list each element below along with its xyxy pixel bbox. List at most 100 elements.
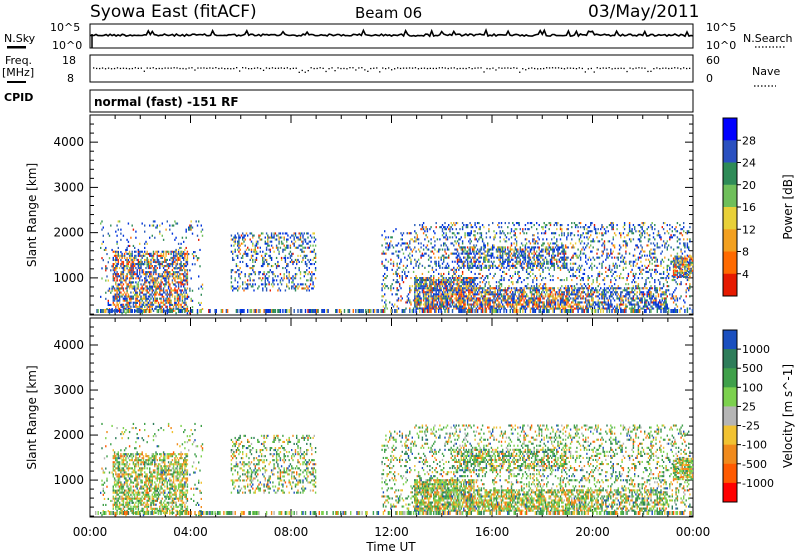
freq-point — [617, 67, 619, 70]
echo-cell — [151, 285, 153, 288]
echo-cell — [493, 238, 495, 241]
echo-cell — [443, 291, 445, 294]
echo-cell — [291, 287, 293, 290]
echo-cell — [448, 272, 450, 275]
echo-cell — [655, 303, 657, 306]
echo-cell — [254, 271, 256, 274]
echo-cell — [238, 240, 240, 243]
echo-cell — [451, 301, 454, 304]
echo-cell — [469, 264, 471, 267]
echo-cell — [117, 275, 119, 278]
echo-cell — [517, 270, 519, 273]
echo-cell — [416, 283, 418, 286]
echo-cell — [166, 258, 168, 261]
echo-cell — [454, 277, 456, 280]
echo-cell — [311, 250, 313, 253]
echo-cell — [441, 293, 444, 296]
echo-cell — [117, 289, 119, 292]
echo-cell — [530, 268, 533, 271]
echo-cell — [621, 277, 623, 280]
echo-cell — [112, 267, 114, 270]
echo-cell — [265, 283, 268, 286]
echo-cell — [468, 295, 470, 298]
echo-cell — [465, 289, 467, 292]
echo-cell — [159, 287, 161, 290]
echo-cell — [441, 230, 444, 233]
echo-cell — [434, 240, 436, 243]
echo-cell — [483, 299, 485, 302]
echo-cell — [152, 283, 155, 286]
echo-cell — [146, 299, 148, 302]
echo-cell — [473, 297, 475, 300]
echo-cell — [524, 285, 527, 288]
echo-cell — [544, 293, 547, 296]
echo-cell — [170, 289, 172, 292]
echo-cell — [249, 273, 251, 276]
freq-point — [426, 67, 429, 70]
echo-cell — [572, 256, 574, 259]
echo-cell — [132, 291, 135, 294]
echo-cell — [490, 248, 493, 251]
freq-point — [343, 67, 345, 70]
echo-cell — [601, 254, 603, 257]
echo-cell — [436, 285, 439, 288]
echo-cell — [171, 269, 174, 272]
echo-cell — [130, 267, 132, 270]
echo-cell — [184, 265, 186, 268]
echo-cell — [548, 244, 550, 247]
echo-cell — [416, 301, 418, 304]
echo-cell — [304, 283, 307, 286]
echo-cell — [125, 265, 127, 268]
echo-cell — [554, 303, 557, 306]
echo-cell — [135, 254, 137, 257]
echo-cell — [578, 268, 581, 271]
echo-cell — [199, 265, 201, 268]
echo-cell — [632, 238, 635, 241]
echo-cell — [126, 289, 128, 292]
echo-cell — [417, 295, 420, 298]
echo-cell — [280, 240, 283, 243]
freq-point — [277, 67, 280, 69]
echo-cell — [164, 285, 166, 288]
echo-cell — [414, 258, 416, 261]
echo-cell — [307, 246, 309, 249]
echo-cell — [634, 254, 636, 257]
echo-cell — [112, 297, 114, 300]
echo-cell — [142, 297, 145, 300]
echo-cell — [425, 287, 427, 290]
echo-cell — [426, 303, 429, 306]
echo-cell — [397, 272, 400, 275]
echo-cell — [199, 303, 201, 306]
echo-cell — [194, 251, 196, 254]
echo-cell — [412, 307, 415, 310]
echo-cell — [145, 275, 147, 278]
echo-cell — [239, 267, 241, 270]
echo-cell — [566, 277, 568, 280]
freq-point — [408, 67, 411, 69]
echo-cell — [294, 277, 297, 280]
echo-cell — [139, 279, 141, 282]
echo-cell — [177, 301, 180, 304]
nsky-top-tick: 10^5 — [50, 21, 80, 34]
echo-cell — [605, 258, 607, 261]
echo-cell — [460, 281, 462, 284]
echo-cell — [135, 250, 137, 253]
echo-cell — [401, 238, 403, 241]
echo-cell — [252, 285, 254, 288]
echo-cell — [458, 242, 460, 245]
echo-cell — [431, 299, 434, 302]
echo-cell — [387, 287, 390, 290]
echo-cell — [127, 244, 130, 247]
echo-cell — [175, 271, 177, 274]
echo-cell — [587, 283, 589, 286]
echo-cell — [152, 293, 155, 296]
echo-cell — [425, 277, 427, 280]
echo-cell — [561, 244, 563, 247]
echo-cell — [455, 242, 457, 245]
echo-cell — [569, 275, 572, 278]
echo-cell — [121, 312, 123, 315]
echo-cell — [162, 260, 165, 263]
echo-cell — [517, 222, 519, 225]
echo-cell — [610, 305, 612, 308]
echo-cell — [573, 297, 576, 300]
